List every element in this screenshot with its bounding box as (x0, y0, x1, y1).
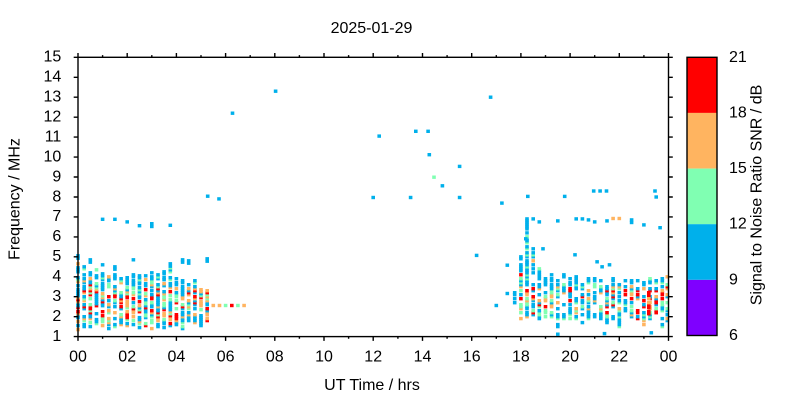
svg-text:Frequency / MHz: Frequency / MHz (7, 138, 24, 260)
svg-text:12: 12 (44, 109, 62, 126)
svg-text:12: 12 (364, 349, 382, 366)
svg-text:1: 1 (52, 328, 61, 345)
svg-text:6: 6 (729, 327, 738, 344)
svg-text:Signal to Noise Ratio SNR / dB: Signal to Noise Ratio SNR / dB (749, 85, 766, 306)
svg-text:15: 15 (729, 160, 747, 177)
svg-text:8: 8 (52, 188, 61, 205)
svg-text:2: 2 (52, 308, 61, 325)
svg-text:3: 3 (52, 288, 61, 305)
svg-text:14: 14 (414, 349, 432, 366)
svg-text:4: 4 (52, 268, 61, 285)
svg-text:02: 02 (118, 349, 136, 366)
svg-text:20: 20 (561, 349, 579, 366)
svg-text:2025-01-29: 2025-01-29 (331, 20, 413, 37)
svg-text:10: 10 (315, 349, 333, 366)
svg-text:UT Time / hrs: UT Time / hrs (324, 377, 420, 394)
svg-text:13: 13 (44, 89, 62, 106)
svg-text:12: 12 (729, 216, 747, 233)
svg-text:11: 11 (45, 128, 62, 145)
svg-text:21: 21 (729, 49, 747, 66)
svg-text:18: 18 (729, 104, 747, 121)
svg-text:16: 16 (463, 349, 481, 366)
svg-text:18: 18 (512, 349, 530, 366)
svg-text:9: 9 (52, 168, 61, 185)
svg-text:00: 00 (69, 349, 87, 366)
svg-text:04: 04 (168, 349, 186, 366)
svg-text:6: 6 (52, 228, 61, 245)
svg-text:7: 7 (52, 208, 61, 225)
svg-text:15: 15 (44, 49, 62, 66)
svg-text:22: 22 (610, 349, 628, 366)
svg-text:08: 08 (266, 349, 284, 366)
svg-text:5: 5 (52, 248, 61, 265)
svg-text:00: 00 (660, 349, 678, 366)
svg-text:10: 10 (44, 148, 62, 165)
svg-text:9: 9 (729, 271, 738, 288)
svg-text:14: 14 (44, 69, 62, 86)
svg-text:06: 06 (217, 349, 235, 366)
